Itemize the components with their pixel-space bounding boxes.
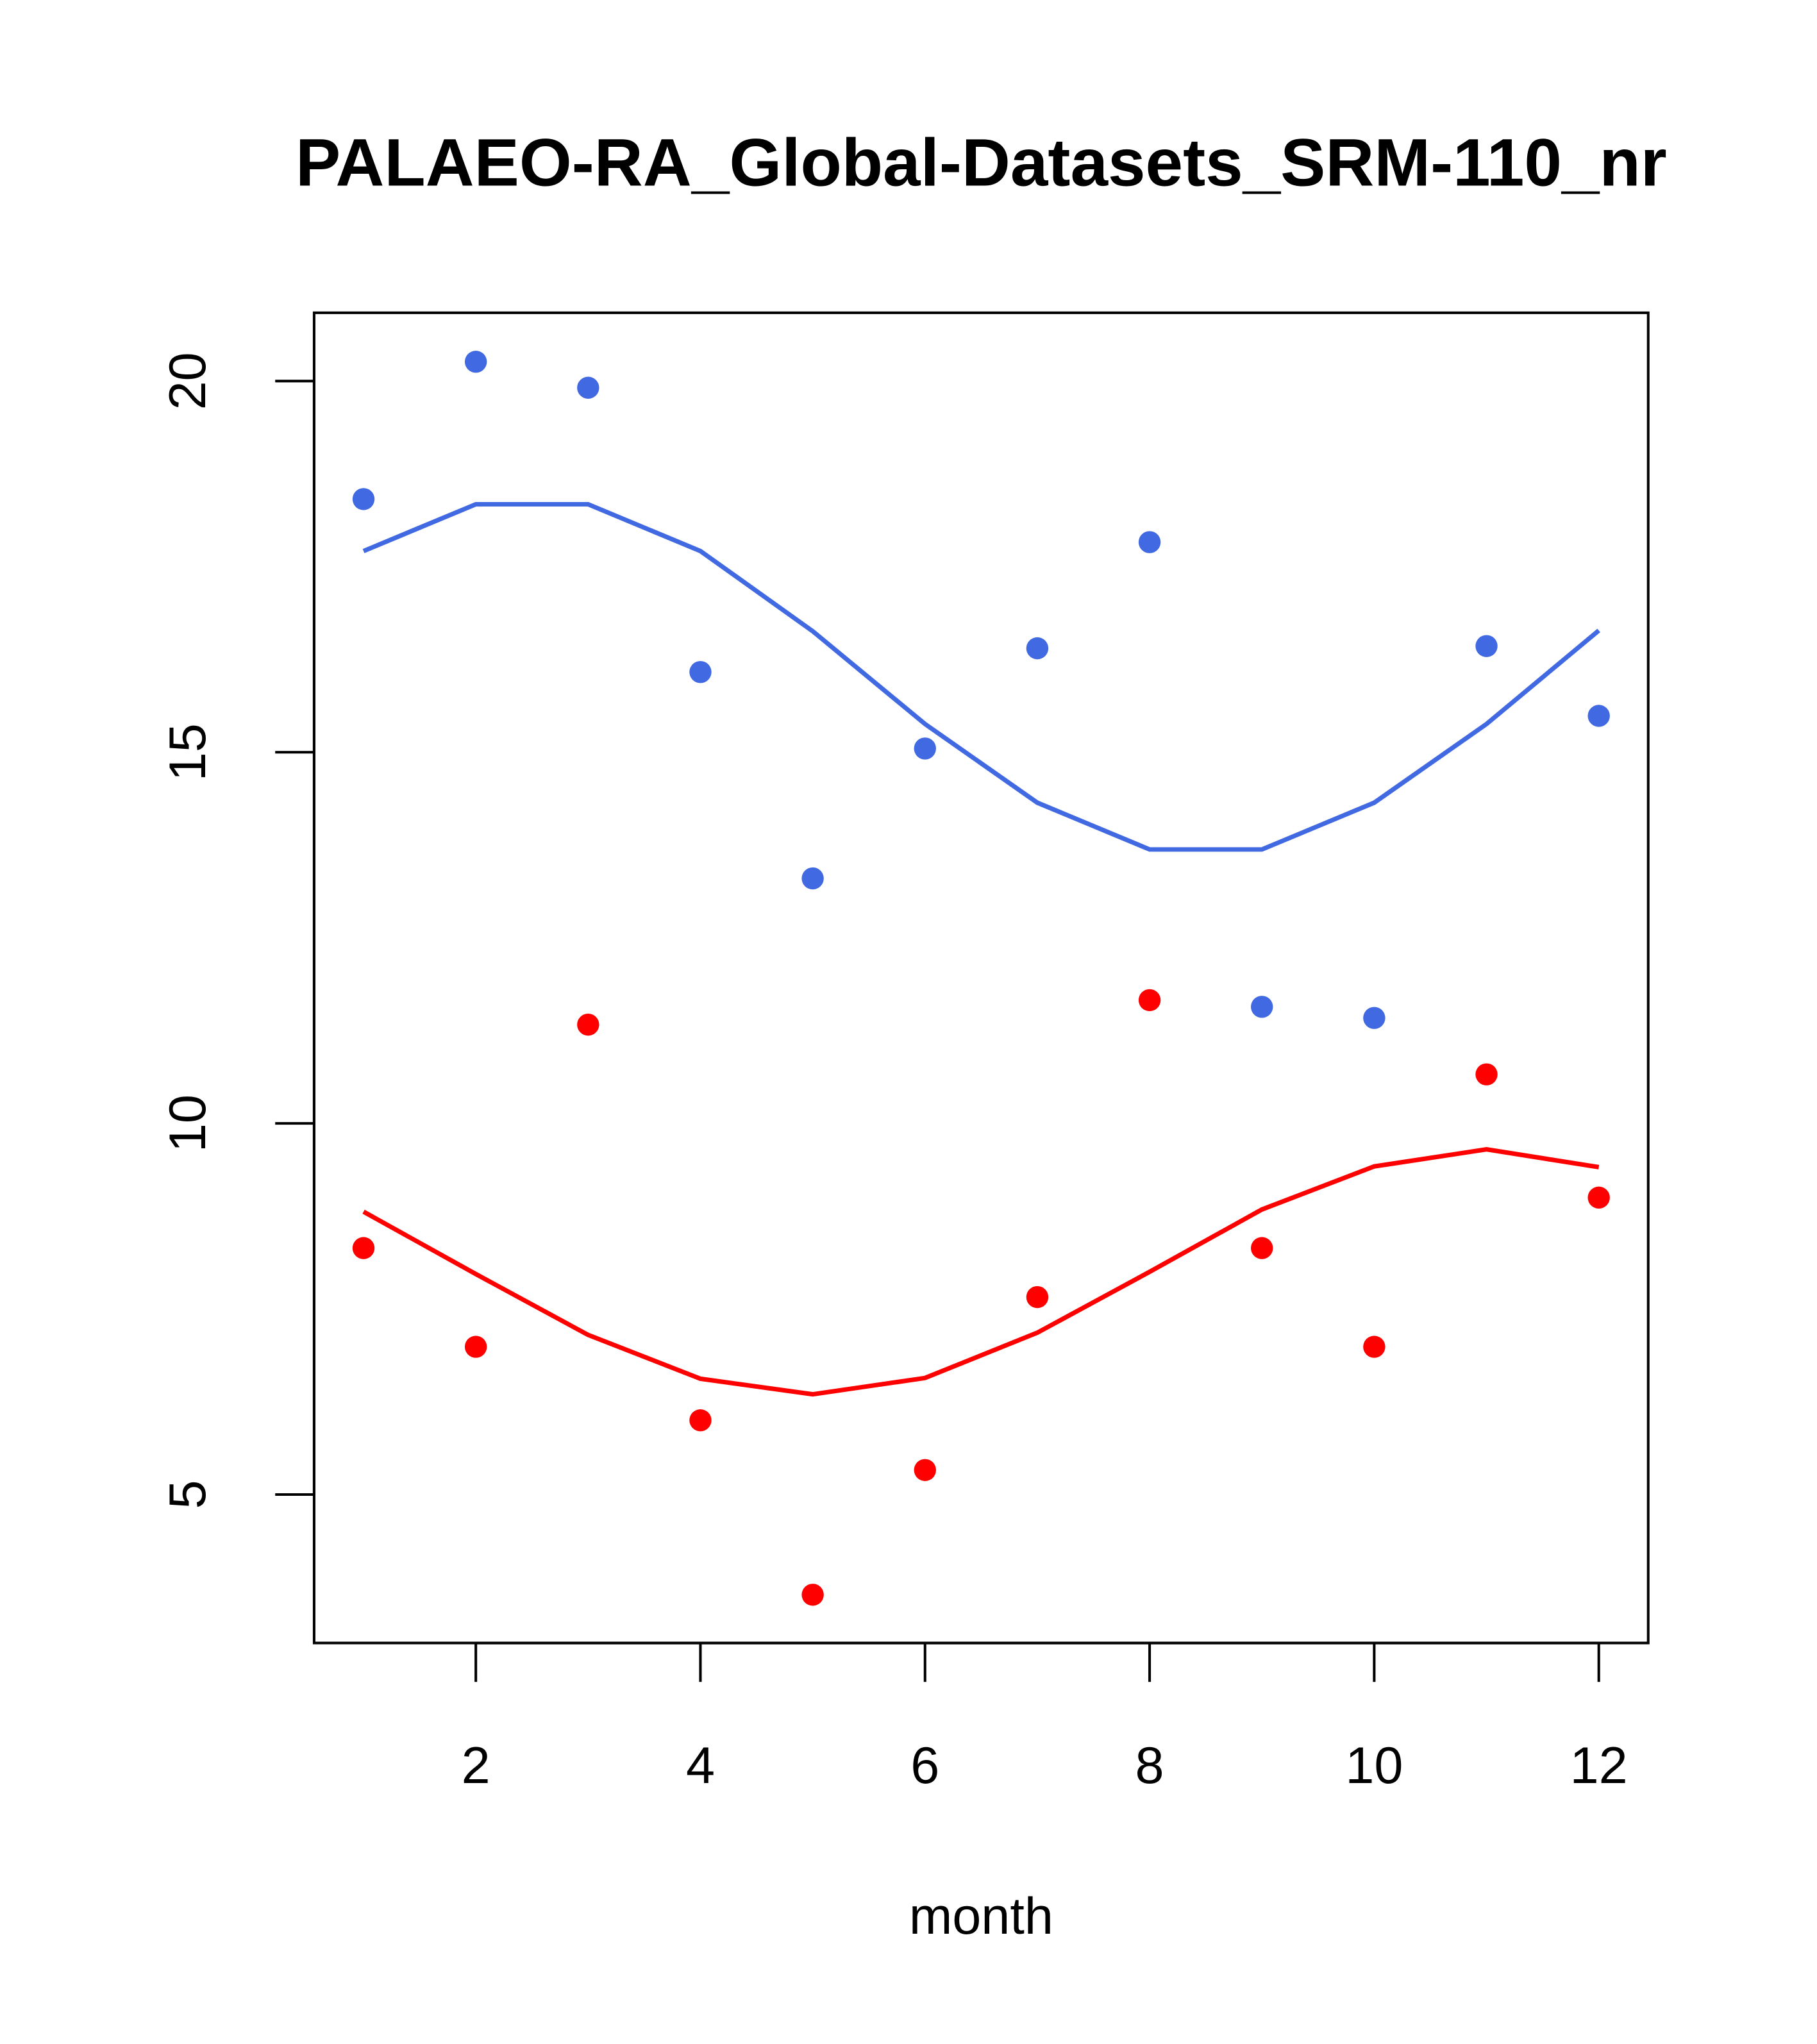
red-point-point xyxy=(1251,1237,1273,1259)
red-point-point xyxy=(464,1336,487,1358)
blue-point-point xyxy=(914,737,936,760)
blue-point-point xyxy=(1475,635,1498,657)
x-tick-label: 2 xyxy=(462,1737,490,1795)
red-line-series xyxy=(362,1147,1600,1397)
x-tick-label: 8 xyxy=(1135,1737,1164,1795)
x-tick-label: 10 xyxy=(1345,1737,1403,1795)
blue-point-point xyxy=(1026,637,1049,660)
blue-point-point xyxy=(1251,996,1273,1018)
red-point-point xyxy=(352,1237,375,1259)
chart-title: PALAEO-RA_Global-Datasets_SRM-110_nr xyxy=(296,125,1667,200)
x-tick-label: 6 xyxy=(910,1737,939,1795)
y-tick-label: 20 xyxy=(159,352,217,410)
red-point-point xyxy=(1475,1063,1498,1085)
blue-point-point xyxy=(689,660,712,683)
blue-line-series xyxy=(362,501,1600,852)
red-point-point xyxy=(801,1584,824,1606)
plot-frame xyxy=(312,311,1650,1645)
x-axis-label: month xyxy=(909,1888,1053,1945)
blue-point-point xyxy=(577,376,599,399)
blue-point-point xyxy=(1587,705,1610,727)
blue-point-point xyxy=(1363,1007,1386,1029)
red-point-point xyxy=(577,1013,599,1036)
x-tick-label: 12 xyxy=(1570,1737,1628,1795)
blue-point-point xyxy=(464,351,487,373)
red-point-point xyxy=(1138,989,1161,1012)
y-tick-label: 15 xyxy=(159,723,217,781)
red-point-point xyxy=(1026,1286,1049,1309)
red-point-point xyxy=(1363,1336,1386,1358)
red-point-point xyxy=(1587,1186,1610,1209)
blue-point-point xyxy=(801,867,824,890)
blue-point-point xyxy=(1138,531,1161,553)
red-point-point xyxy=(914,1459,936,1481)
y-tick-label: 5 xyxy=(159,1480,217,1509)
blue-point-point xyxy=(352,488,375,510)
y-tick-label: 10 xyxy=(159,1094,217,1152)
red-point-point xyxy=(689,1409,712,1432)
x-tick-label: 4 xyxy=(686,1737,715,1795)
